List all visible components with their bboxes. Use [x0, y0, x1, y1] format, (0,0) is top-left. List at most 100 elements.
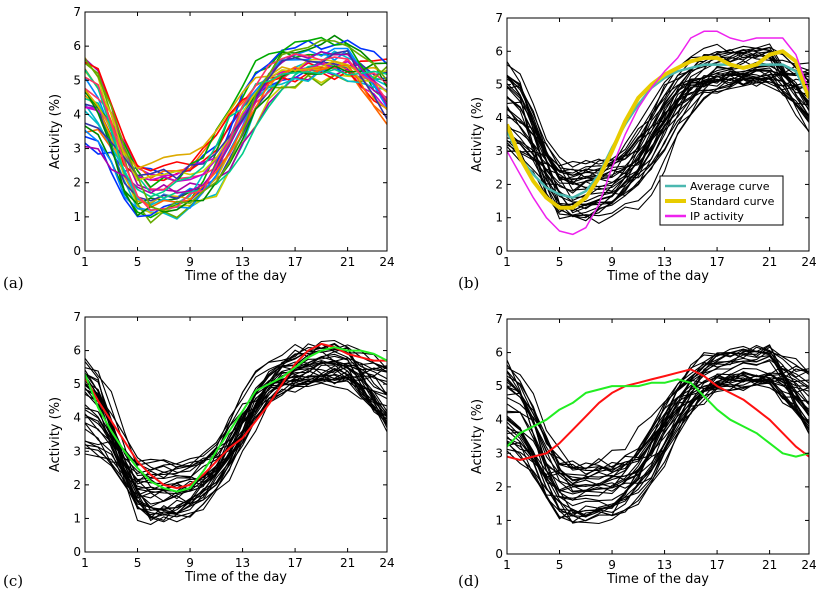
y-tick-label: 7	[495, 312, 503, 326]
x-tick-label: 13	[657, 255, 672, 269]
x-tick-label: 1	[81, 255, 89, 269]
x-tick-label: 13	[235, 255, 250, 269]
x-tick-label: 17	[287, 556, 302, 570]
background-curve	[85, 375, 387, 490]
x-tick-label: 24	[379, 556, 394, 570]
x-tick-label: 9	[608, 558, 616, 572]
x-tick-label: 1	[503, 255, 511, 269]
y-tick-label: 3	[495, 446, 503, 460]
background-curve	[507, 378, 809, 520]
y-tick-label: 6	[495, 44, 503, 58]
series-green	[85, 346, 387, 493]
x-tick-label: 5	[134, 255, 142, 269]
y-tick-label: 3	[73, 142, 81, 156]
background-curve	[507, 365, 809, 486]
y-tick-label: 7	[495, 11, 503, 25]
y-tick-label: 5	[73, 73, 81, 87]
y-tick-label: 1	[495, 211, 503, 225]
x-tick-label: 13	[235, 556, 250, 570]
x-tick-label: 9	[608, 255, 616, 269]
background-curve	[507, 379, 809, 518]
background-curve	[85, 39, 387, 212]
legend: Average curve Standard curve IP activity	[659, 175, 784, 226]
y-axis-label: Activity (%)	[470, 399, 485, 474]
y-tick-label: 2	[495, 177, 503, 191]
background-curve	[85, 61, 387, 172]
y-tick-label: 2	[495, 480, 503, 494]
x-tick-label: 21	[762, 558, 777, 572]
y-tick-label: 2	[73, 478, 81, 492]
background-curve	[507, 77, 809, 219]
background-curve	[85, 62, 387, 224]
x-tick-label: 5	[556, 558, 564, 572]
background-curves	[85, 339, 387, 526]
y-tick-label: 7	[73, 5, 81, 19]
y-tick-label: 4	[495, 413, 503, 427]
background-curve	[85, 62, 387, 217]
y-axis-label: Activity (%)	[48, 397, 63, 472]
series-green	[507, 378, 809, 458]
x-tick-label: 24	[801, 255, 816, 269]
y-tick-label: 0	[495, 547, 503, 561]
background-curve	[507, 70, 809, 188]
y-tick-label: 5	[495, 379, 503, 393]
background-curve	[85, 364, 387, 497]
y-tick-label: 6	[73, 39, 81, 53]
background-curve	[85, 50, 387, 220]
background-curve	[85, 60, 387, 170]
panel-label: (d)	[458, 572, 479, 590]
panel-label: (b)	[458, 274, 479, 292]
y-axis-label: Activity (%)	[48, 94, 63, 169]
legend-entry-label: Average curve	[690, 180, 770, 193]
background-curve	[507, 355, 809, 517]
y-tick-label: 3	[495, 144, 503, 158]
y-tick-label: 5	[73, 377, 81, 391]
y-tick-label: 6	[495, 346, 503, 360]
background-curve	[507, 46, 809, 212]
panel-label: (a)	[3, 274, 24, 292]
y-tick-label: 1	[73, 210, 81, 224]
background-curve	[85, 53, 387, 212]
x-axis-label: Time of the day	[606, 572, 709, 587]
y-tick-label: 1	[73, 511, 81, 525]
background-curve	[85, 375, 387, 473]
y-tick-label: 6	[73, 344, 81, 358]
axes-box	[506, 17, 810, 252]
x-tick-label: 17	[709, 558, 724, 572]
background-curve	[507, 49, 809, 176]
background-curve	[85, 357, 387, 492]
background-curves	[507, 344, 809, 525]
background-curve	[85, 362, 387, 502]
x-tick-label: 9	[186, 556, 194, 570]
background-curve	[507, 383, 809, 492]
x-tick-label: 5	[556, 255, 564, 269]
background-curve	[507, 64, 809, 194]
background-curve	[507, 49, 809, 168]
x-tick-label: 21	[340, 255, 355, 269]
series-ip-activity	[507, 30, 809, 236]
x-tick-label: 21	[340, 556, 355, 570]
x-tick-label: 9	[186, 255, 194, 269]
y-tick-label: 7	[73, 310, 81, 324]
background-curve	[507, 45, 809, 202]
x-tick-label: 1	[503, 558, 511, 572]
y-tick-label: 5	[495, 78, 503, 92]
axes-box	[506, 318, 810, 555]
background-curve	[85, 51, 387, 194]
panel-label: (c)	[3, 572, 23, 590]
background-curves	[507, 43, 809, 225]
background-curve	[507, 70, 809, 183]
series-red	[507, 368, 809, 461]
x-tick-label: 13	[657, 558, 672, 572]
background-curve	[507, 354, 809, 480]
x-axis-label: Time of the day	[184, 269, 287, 284]
y-tick-label: 0	[73, 244, 81, 258]
y-tick-label: 0	[73, 545, 81, 559]
x-axis-label: Time of the day	[184, 570, 287, 585]
background-curve	[507, 78, 809, 167]
